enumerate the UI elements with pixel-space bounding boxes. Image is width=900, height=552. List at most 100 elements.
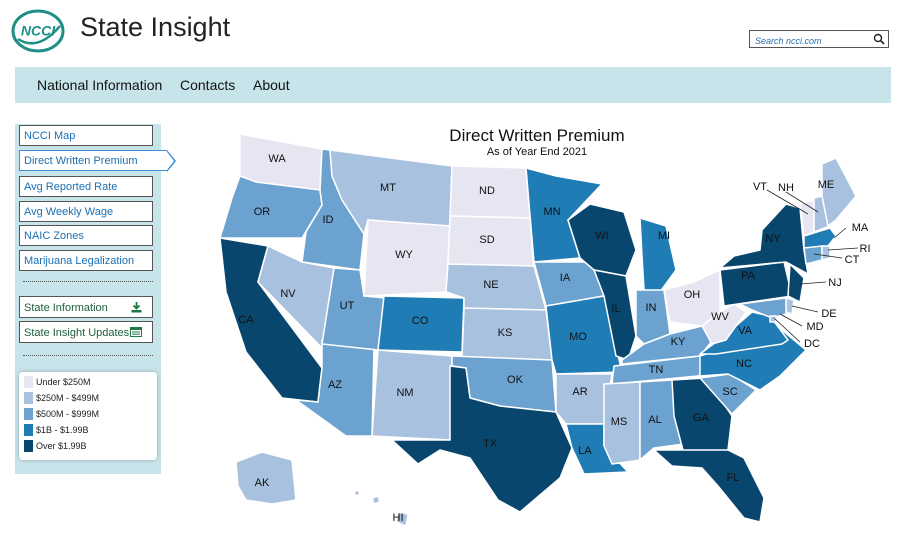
legend-item: $250M - $499M	[24, 392, 154, 404]
state-label-id: ID	[323, 214, 334, 226]
leader-line	[766, 189, 809, 215]
state-label-az: AZ	[328, 379, 342, 391]
state-label-or: OR	[254, 206, 271, 218]
state-label-la: LA	[578, 445, 592, 457]
state-information-button[interactable]: State Information	[19, 296, 153, 318]
state-label-ks: KS	[498, 327, 513, 339]
legend-item: Over $1.99B	[24, 440, 154, 452]
state-label-mi: MI	[658, 230, 670, 242]
state-information-label: State Information	[24, 302, 108, 314]
state-label-va: VA	[738, 325, 753, 337]
state-label-pa: PA	[741, 270, 756, 282]
legend-item: $500M - $999M	[24, 408, 154, 420]
legend-swatch	[24, 376, 33, 388]
legend-label: $250M - $499M	[36, 393, 100, 403]
state-label-wy: WY	[395, 249, 413, 261]
map-legend: Under $250M $250M - $499M $500M - $999M …	[19, 372, 157, 460]
state-insight-updates-label: State Insight Updates	[24, 327, 130, 339]
state-label-oh: OH	[684, 289, 701, 301]
state-label-ga: GA	[693, 412, 710, 424]
nav-about[interactable]: About	[253, 77, 290, 93]
state-label-in: IN	[646, 302, 657, 314]
sidebar-item-avg-reported-rate[interactable]: Avg Reported Rate	[19, 176, 153, 197]
state-ak[interactable]	[235, 451, 297, 505]
nav-national-information[interactable]: National Information	[37, 77, 163, 93]
leader-line	[813, 253, 843, 259]
state-label-dc: DC	[804, 338, 820, 350]
state-ma[interactable]	[803, 227, 837, 249]
search-input[interactable]	[755, 34, 873, 48]
state-label-al: AL	[648, 414, 661, 426]
legend-label: $500M - $999M	[36, 409, 100, 419]
state-label-tx: TX	[483, 438, 498, 450]
state-label-mo: MO	[569, 331, 587, 343]
state-hi[interactable]	[353, 489, 409, 527]
state-tx[interactable]	[391, 365, 573, 513]
newsletter-icon	[130, 327, 142, 337]
leader-line	[773, 317, 801, 343]
divider	[23, 281, 153, 282]
state-label-ms: MS	[611, 416, 628, 428]
ncci-logo[interactable]: NCCI	[10, 6, 66, 54]
state-label-md: MD	[806, 321, 823, 333]
state-label-sd: SD	[479, 234, 494, 246]
state-label-de: DE	[821, 308, 836, 320]
state-label-me: ME	[818, 179, 835, 191]
state-label-nm: NM	[396, 387, 413, 399]
state-label-nj: NJ	[828, 277, 841, 289]
nav-contacts[interactable]: Contacts	[180, 77, 236, 93]
state-label-ma: MA	[852, 222, 869, 234]
legend-item: Under $250M	[24, 376, 154, 388]
main-nav: National Information Contacts About	[15, 67, 891, 103]
sidebar: NCCI Map Direct Written Premium Avg Repo…	[15, 124, 176, 474]
state-label-ca: CA	[238, 314, 254, 326]
state-wv[interactable]	[701, 303, 747, 345]
state-label-fl: FL	[727, 472, 740, 484]
state-label-tn: TN	[649, 364, 664, 376]
state-md[interactable]	[739, 297, 787, 319]
state-insight-updates-button[interactable]: State Insight Updates	[19, 321, 153, 343]
sidebar-item-marijuana-legalization[interactable]: Marijuana Legalization	[19, 250, 153, 271]
state-fl[interactable]	[653, 449, 765, 523]
leader-line	[827, 247, 859, 251]
search-box[interactable]	[749, 30, 889, 48]
state-label-ut: UT	[340, 300, 355, 312]
state-wi[interactable]	[567, 203, 637, 277]
state-ri[interactable]	[821, 245, 831, 261]
state-sc[interactable]	[699, 373, 757, 415]
state-label-il: IL	[611, 303, 620, 315]
app-title: State Insight	[80, 12, 231, 42]
legend-label: Over $1.99B	[36, 441, 87, 451]
legend-swatch	[24, 424, 33, 436]
leader-line	[791, 305, 819, 313]
state-nh[interactable]	[813, 195, 831, 233]
state-nj[interactable]	[787, 263, 805, 303]
sidebar-item-ncci-map[interactable]: NCCI Map	[19, 125, 153, 146]
state-label-ia: IA	[560, 272, 571, 284]
sidebar-item-avg-weekly-wage[interactable]: Avg Weekly Wage	[19, 201, 153, 222]
state-az[interactable]	[295, 339, 375, 437]
leader-line	[833, 227, 847, 239]
map-subtitle: As of Year End 2021	[486, 146, 588, 158]
leader-line	[799, 281, 827, 285]
state-label-mn: MN	[543, 206, 560, 218]
state-label-co: CO	[412, 315, 429, 327]
state-label-nv: NV	[280, 288, 296, 300]
state-label-ak: AK	[255, 477, 270, 489]
state-me[interactable]	[821, 157, 857, 227]
download-icon	[131, 302, 142, 313]
state-label-mt: MT	[380, 182, 396, 194]
state-label-vt: VT	[753, 181, 767, 193]
state-label-nc: NC	[736, 358, 752, 370]
search-icon[interactable]	[873, 33, 885, 45]
sidebar-item-direct-written-premium[interactable]: Direct Written Premium	[19, 150, 176, 172]
state-label-wv: WV	[711, 311, 729, 323]
state-label-ct: CT	[845, 254, 860, 266]
state-label-ne: NE	[483, 279, 498, 291]
state-dc[interactable]	[769, 315, 777, 323]
sidebar-item-naic-zones[interactable]: NAIC Zones	[19, 225, 153, 246]
map-title: Direct Written Premium	[449, 126, 625, 145]
state-ny[interactable]	[719, 203, 809, 275]
state-label-wi: WI	[595, 230, 608, 242]
